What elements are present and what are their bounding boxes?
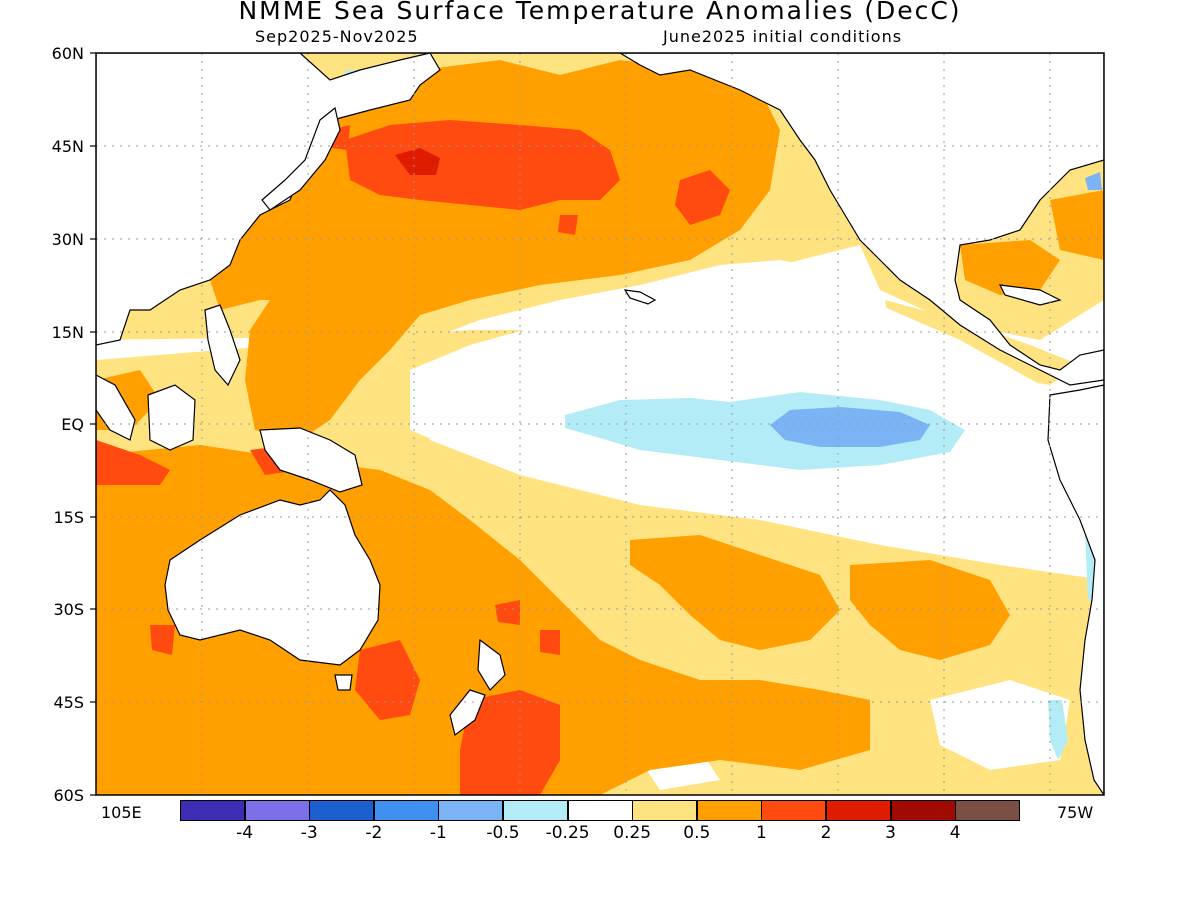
lat-label-eq: EQ	[61, 415, 84, 434]
land-masses	[96, 53, 1104, 795]
philippines	[204, 304, 241, 387]
legend-swatch	[890, 800, 956, 821]
lat-label-15n: 15N	[51, 323, 84, 342]
legend-swatch	[503, 800, 568, 821]
legend-tick-label: -1	[429, 823, 447, 843]
legend-swatch	[567, 800, 633, 821]
lat-label-45n: 45N	[51, 137, 84, 156]
legend-tick-label: 4	[949, 823, 961, 843]
lat-label-45s: 45S	[53, 693, 84, 712]
legend-swatch	[826, 800, 891, 821]
legend-tick-label: 1	[755, 823, 767, 843]
new-zealand-north	[477, 638, 506, 691]
map-title: NMME Sea Surface Temperature Anomalies (…	[238, 0, 962, 25]
legend-swatch	[696, 800, 762, 821]
australia	[164, 489, 381, 666]
lat-label-60s: 60S	[53, 786, 84, 805]
lon-label-left: 105E	[101, 803, 142, 822]
legend-tick-label: -2	[365, 823, 383, 843]
lon-label-right: 75W	[1057, 803, 1094, 822]
legend-tick-label: 0.5	[683, 823, 711, 843]
initial-conditions-subtitle: June2025 initial conditions	[663, 27, 903, 46]
legend-tick-label: -3	[300, 823, 318, 843]
borneo	[147, 384, 196, 451]
legend-swatch	[244, 800, 310, 821]
lat-label-60n: 60N	[51, 44, 84, 63]
lat-label-15s: 15S	[53, 508, 84, 527]
season-subtitle: Sep2025-Nov2025	[255, 27, 419, 46]
legend-tick-label: -0.5	[486, 823, 520, 843]
hawaii	[623, 289, 657, 305]
legend-swatch	[761, 800, 827, 821]
lat-label-30n: 30N	[51, 230, 84, 249]
legend-swatch	[373, 800, 439, 821]
japan	[261, 106, 341, 211]
anomaly-fill-darkred	[395, 148, 440, 175]
south-america	[1047, 384, 1104, 795]
legend-swatch	[955, 800, 1021, 821]
tasmania	[334, 674, 353, 691]
legend-swatch	[632, 800, 698, 821]
new-zealand-south	[449, 689, 486, 737]
anomaly-fill-blue	[770, 172, 1102, 447]
legend-tick-label: 3	[885, 823, 896, 843]
lat-label-30s: 30S	[53, 600, 84, 619]
legend-tick-label: 2	[820, 823, 832, 843]
legend-tick-label: 0.25	[613, 823, 652, 843]
north-america	[618, 53, 1104, 386]
legend-swatch	[438, 800, 504, 821]
legend-tick-label: -4	[236, 823, 254, 843]
legend-swatch	[309, 800, 375, 821]
legend-tick-label: -0.25	[545, 823, 590, 843]
lat-ticks	[90, 52, 96, 796]
new-guinea	[259, 427, 363, 493]
legend-swatch	[180, 800, 245, 821]
lat-lon-grid	[96, 53, 1104, 795]
